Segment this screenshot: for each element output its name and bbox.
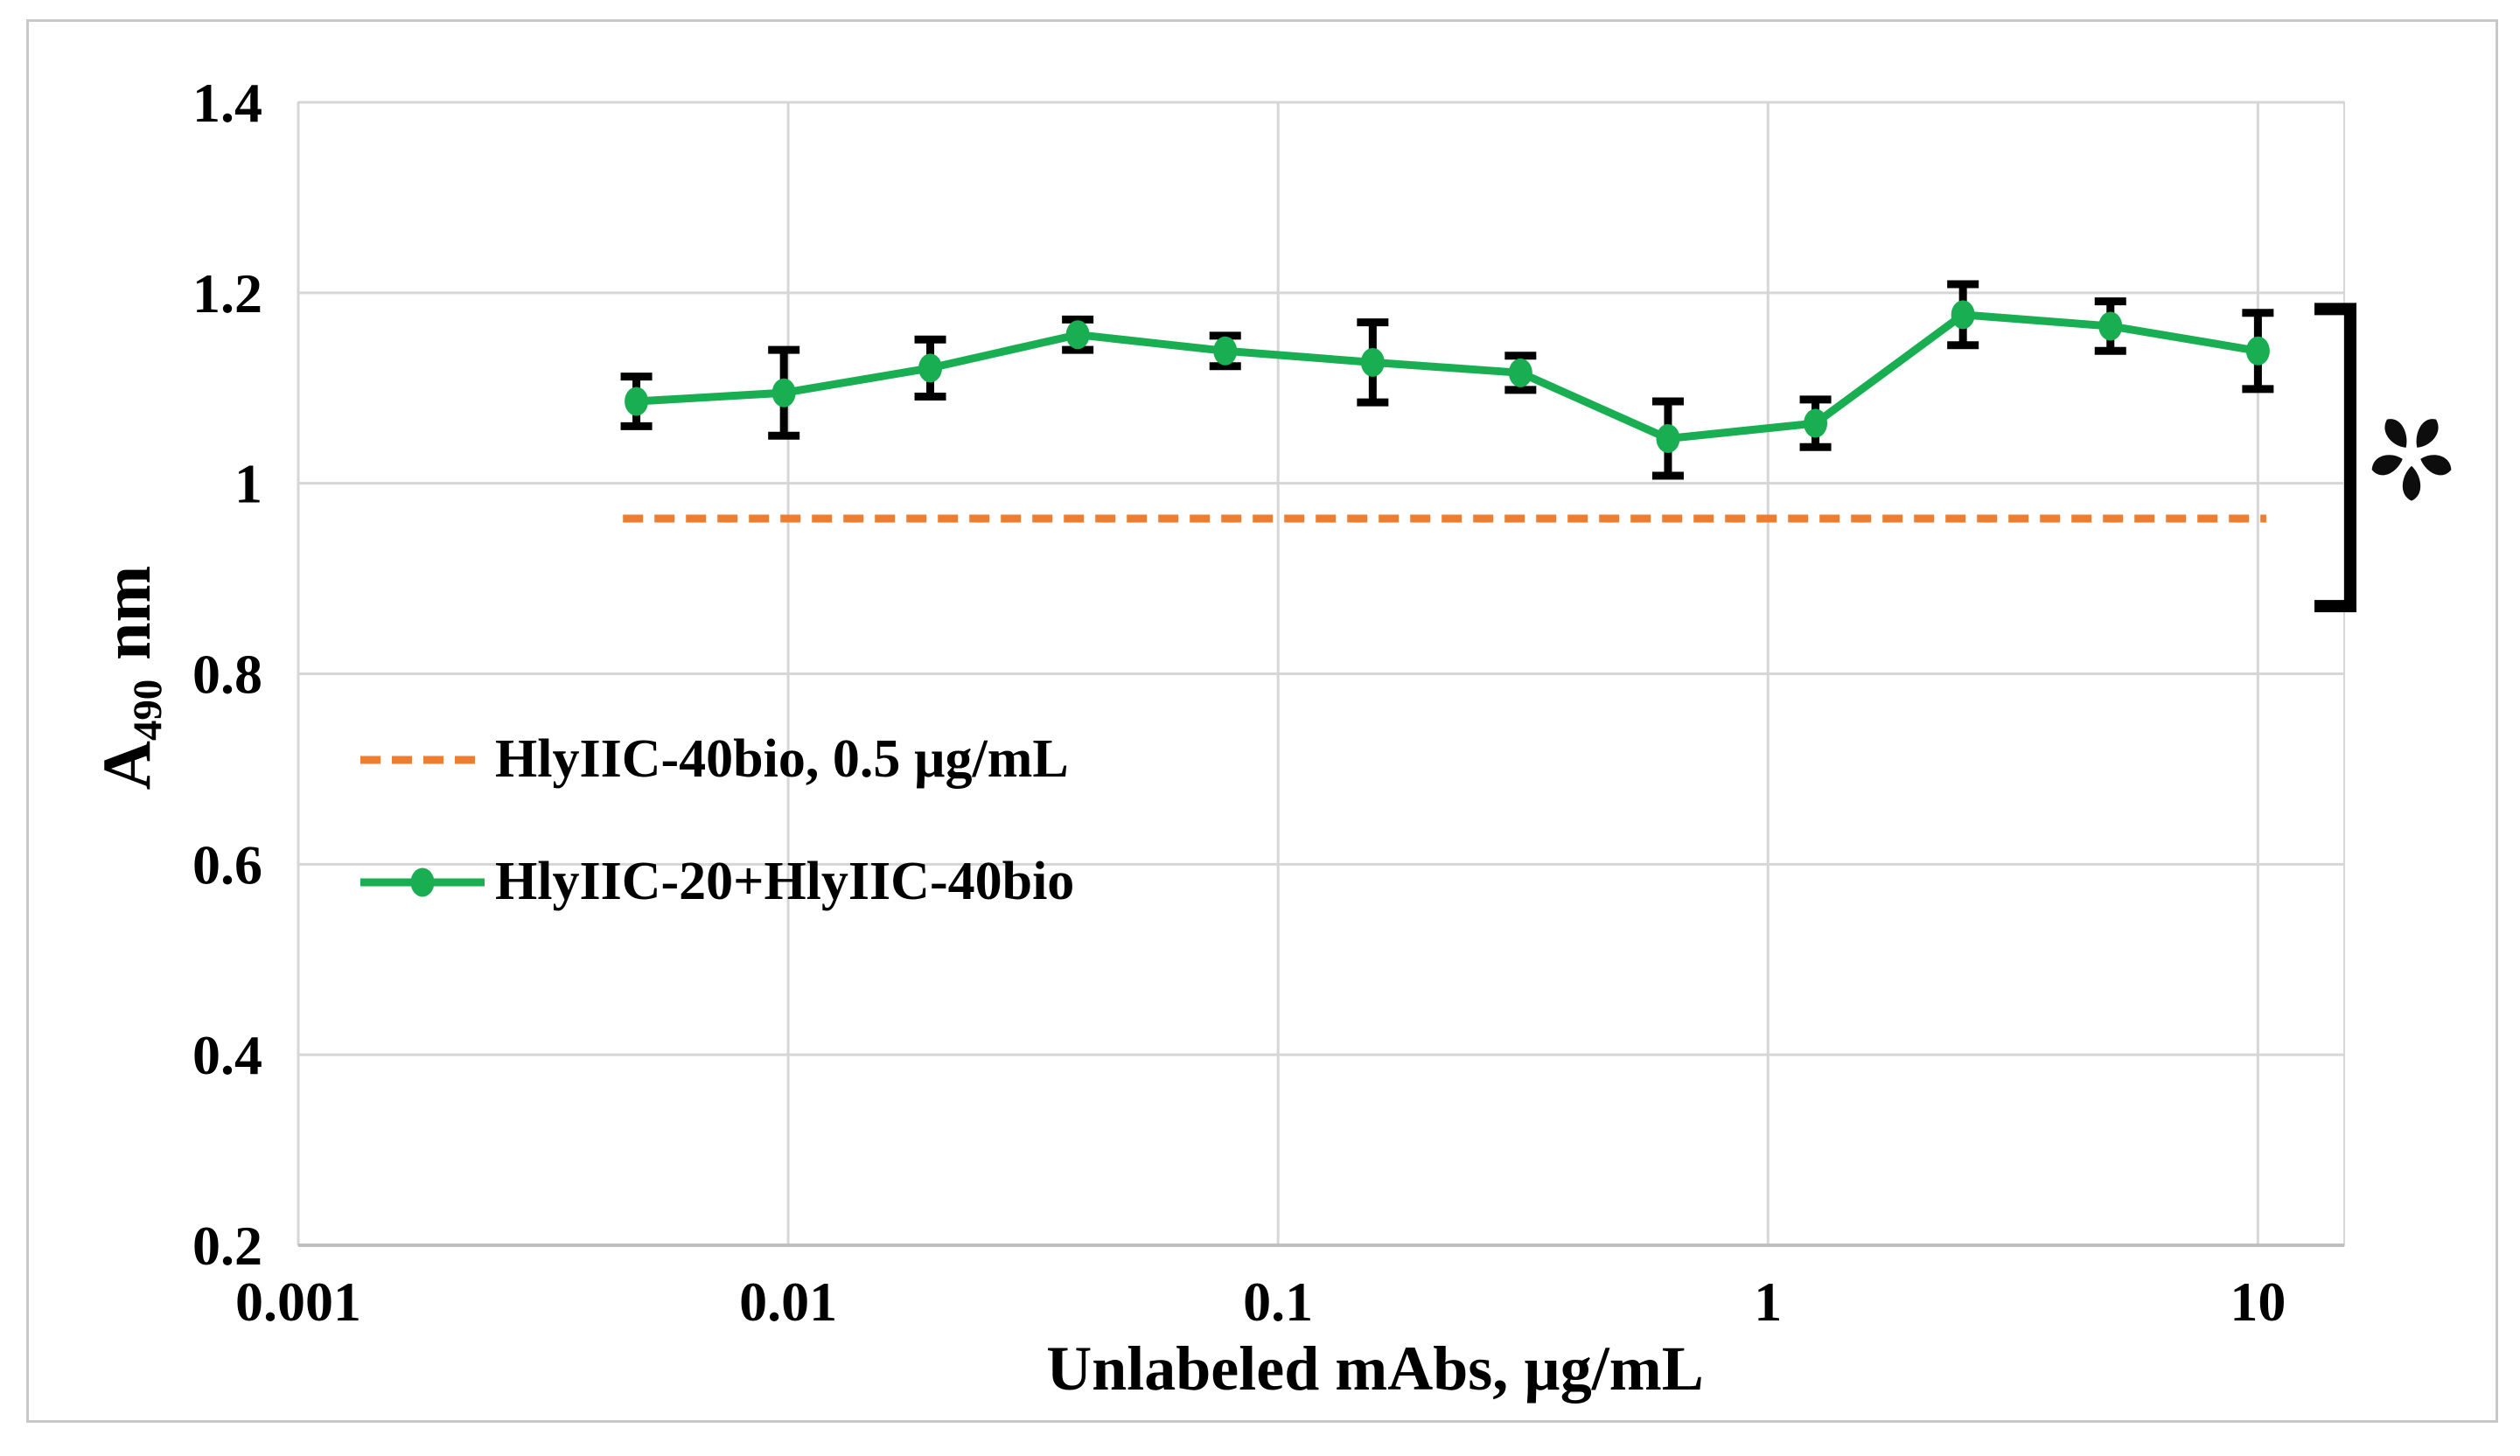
data-point-marker: [2098, 311, 2123, 341]
data-point-marker: [1951, 300, 1975, 330]
y-tick-label: 0.6: [192, 833, 262, 895]
legend-label: HlyIIC-20+HlyIIC-40bio: [495, 852, 1075, 911]
series-line: [636, 310, 2259, 442]
significance-bracket: [2314, 303, 2356, 613]
data-point-marker: [1065, 320, 1090, 350]
data-point-marker: [918, 353, 943, 383]
data-point-marker: [1656, 423, 1680, 453]
significance-asterisk: [2371, 419, 2452, 501]
x-tick-label: 10: [2230, 1271, 2286, 1333]
asterisk-petal: [2420, 455, 2452, 476]
y-axis-title-sub: 490: [125, 679, 171, 742]
legend-item-series: HlyIIC-20+HlyIIC-40bio: [359, 851, 1074, 913]
x-tick-label: 0.001: [235, 1271, 361, 1333]
x-tick-label: 0.01: [739, 1271, 837, 1333]
y-tick-label: 1: [234, 453, 262, 515]
x-tick-label: 0.1: [1243, 1271, 1313, 1333]
data-point-marker: [2245, 336, 2270, 366]
data-point-marker: [1804, 408, 1828, 438]
asterisk-petal: [2384, 419, 2407, 448]
x-axis-title: Unlabeled mAbs, µg/mL: [1046, 1334, 1704, 1404]
legend-item-hline: HlyIIC-40bio, 0.5 µg/mL: [359, 728, 1069, 791]
asterisk-petal: [2402, 465, 2421, 501]
y-tick-label: 1.2: [192, 262, 262, 324]
x-tick-label: 1: [1754, 1271, 1782, 1333]
legend-dashed-line-swatch: [360, 756, 485, 763]
asterisk-petal: [2416, 419, 2439, 448]
y-tick-label: 0.2: [192, 1215, 262, 1277]
data-point-marker: [625, 387, 649, 416]
data-point-marker: [1508, 358, 1532, 387]
y-tick-label: 1.4: [192, 72, 262, 134]
y-axis-title: A490 nm: [87, 566, 171, 791]
asterisk-petal: [2371, 455, 2403, 476]
y-axis-title-unit: nm: [87, 565, 164, 660]
data-point-marker: [1360, 347, 1385, 377]
data-point-marker: [771, 378, 796, 408]
y-axis-title-main: A: [87, 741, 164, 791]
legend-label: HlyIIC-40bio, 0.5 µg/mL: [495, 729, 1069, 789]
legend-line-marker-swatch: [360, 867, 485, 896]
data-point-marker: [1213, 336, 1238, 366]
y-tick-label: 0.4: [192, 1024, 262, 1086]
y-tick-label: 0.8: [192, 644, 262, 706]
